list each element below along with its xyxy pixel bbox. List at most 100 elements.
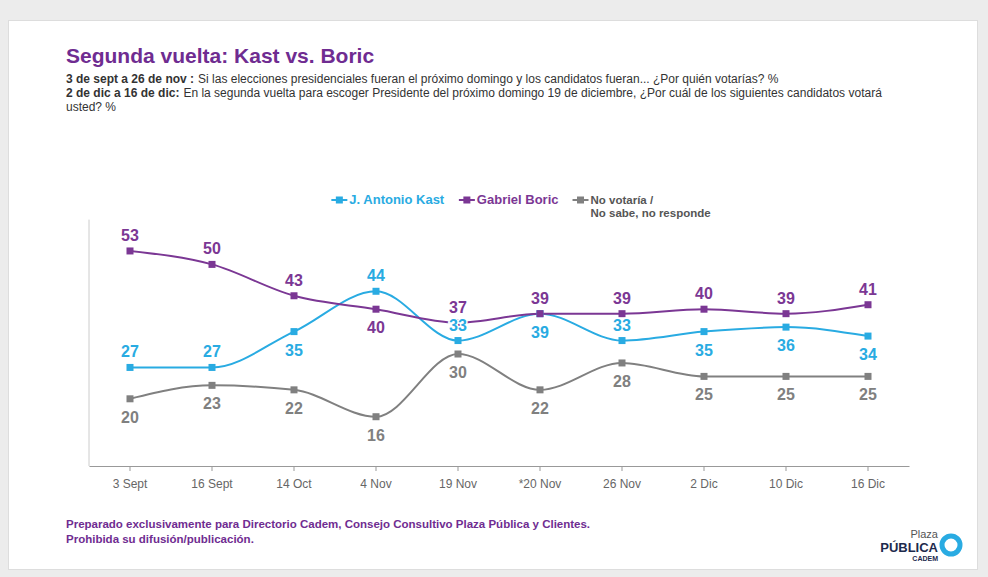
legend-label-line: Gabriel Boric [477,192,559,207]
legend-label-line: No votaría / [591,194,654,206]
notes: 3 de sept a 26 de nov : Si las elecciones… [66,72,896,114]
y-axis-line [89,220,90,466]
data-label: 16 [367,427,385,444]
data-label: 44 [367,267,385,284]
data-label: 39 [777,290,795,307]
x-tick: 16 Sept [191,466,233,491]
series-marker [291,328,298,335]
series-marker [537,310,544,317]
series-marker [209,364,216,371]
data-label: 43 [285,272,303,289]
x-tick-label: 4 Nov [360,477,391,491]
legend-swatch-marker [463,197,470,204]
series-marker [291,292,298,299]
series-marker [373,413,380,420]
legend-swatch-marker [577,197,584,204]
x-tick: 26 Nov [603,466,641,491]
x-tick: 19 Nov [439,466,477,491]
series-marker [619,359,626,366]
x-tick-label: *20 Nov [519,477,562,491]
data-label: 37 [449,299,467,316]
data-label: 30 [449,364,467,381]
x-tick-mark [294,466,295,471]
series-line [130,251,868,323]
logo-icon [942,536,960,554]
series-marker [455,337,462,344]
x-tick: *20 Nov [519,466,562,491]
x-tick-mark [622,466,623,471]
series-marker [783,310,790,317]
x-tick-label: 10 Dic [769,477,803,491]
series-marker [373,306,380,313]
series-marker [619,337,626,344]
card [8,20,978,570]
data-label: 27 [203,343,221,360]
footnote-line: Preparado exclusivamente para Directorio… [66,517,590,532]
data-label: 35 [695,342,713,359]
x-tick: 10 Dic [769,466,803,491]
data-label: 53 [121,227,139,244]
chart: 3 Sept 16 Sept 14 Oct 4 Nov 19 Nov *20 Nov 26 … [0,0,988,577]
series-marker [701,373,708,380]
series-marker [127,247,134,254]
x-tick-label: 16 Dic [851,477,885,491]
series-marker [455,351,462,358]
legend-entry: Gabriel Boric [459,192,559,207]
x-tick: 14 Oct [276,466,312,491]
series-line [130,354,868,417]
data-label: 35 [285,342,303,359]
x-tick-mark [868,466,869,471]
legend-entry: No votaría /No sabe, no responde [573,194,711,219]
x-tick-mark [376,466,377,471]
data-label: 23 [203,395,221,412]
x-tick: 2 Dic [690,466,717,491]
logo-text: CADEM [912,555,938,562]
data-label: 25 [859,386,877,403]
logo: PlazaPÚBLICACADEM [880,528,960,562]
x-tick-label: 16 Sept [191,477,233,491]
data-label: 40 [695,285,713,302]
series-marker [209,382,216,389]
data-label: 39 [531,290,549,307]
data-label: 25 [695,386,713,403]
logo-text: PÚBLICA [880,540,938,555]
series-marker [701,328,708,335]
note-text: En la segunda vuelta para escoger Presid… [66,86,882,114]
x-axis: 3 Sept 16 Sept 14 Oct 4 Nov 19 Nov *20 Nov 26 … [90,466,910,491]
footnote-line: Prohibida su difusión/publicación. [66,532,590,547]
data-label: 25 [777,386,795,403]
series-marker [537,310,544,317]
note-label: 3 de sept a 26 de nov : [66,72,194,86]
note-text: Si las elecciones presidenciales fueran … [198,72,778,86]
legend-label-line: J. Antonio Kast [349,192,445,207]
series-marker [209,261,216,268]
data-label: 22 [531,400,549,417]
x-tick-label: 14 Oct [276,477,312,491]
series-marker [701,306,708,313]
plot-area [127,247,872,420]
x-tick-label: 19 Nov [439,477,477,491]
series-marker [865,301,872,308]
series-marker [127,364,134,371]
series-marker [865,373,872,380]
x-tick-mark [540,466,541,471]
data-label: 34 [859,346,877,363]
x-tick-label: 2 Dic [690,477,717,491]
title: Segunda vuelta: Kast vs. Boric [66,44,374,68]
data-label: 39 [613,290,631,307]
data-label: 28 [613,373,631,390]
series-marker [783,373,790,380]
series-marker [127,395,134,402]
data-label: 33 [449,317,467,334]
x-tick-label: 3 Sept [113,477,148,491]
footnote: Preparado exclusivamente para Directorio… [66,517,590,547]
data-labels: 5327205027234335224440163733303939223933… [121,227,877,444]
legend-label: No votaría /No sabe, no responde [591,194,711,219]
series-marker [865,333,872,340]
data-label: 39 [531,324,549,341]
x-tick: 4 Nov [360,466,391,491]
legend-label: J. Antonio Kast [349,192,445,207]
data-label: 41 [859,281,877,298]
legend: J. Antonio Kast Gabriel Boric No votaría /… [331,192,710,219]
series-marker [291,386,298,393]
